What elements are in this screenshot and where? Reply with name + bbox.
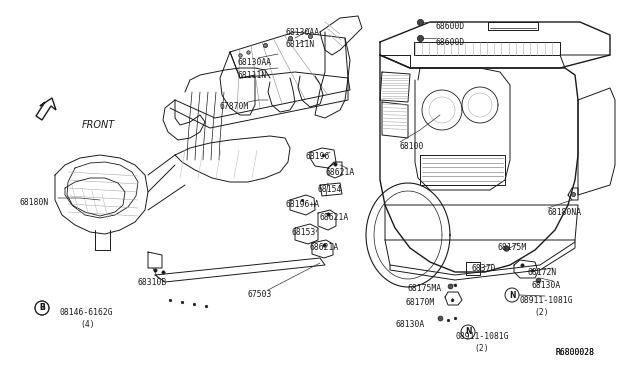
Text: (4): (4) xyxy=(80,320,95,329)
Text: 68196+A: 68196+A xyxy=(286,200,320,209)
Text: 67503: 67503 xyxy=(248,290,273,299)
Text: 68100: 68100 xyxy=(400,142,424,151)
Text: 68130AA: 68130AA xyxy=(238,58,272,67)
Text: (2): (2) xyxy=(534,308,548,317)
Text: 68180N: 68180N xyxy=(20,198,49,207)
Text: 08146-6162G: 08146-6162G xyxy=(60,308,114,317)
Text: 68172N: 68172N xyxy=(528,268,557,277)
Polygon shape xyxy=(36,98,56,120)
Text: 68175M: 68175M xyxy=(497,243,526,252)
Text: R6800028: R6800028 xyxy=(556,348,595,357)
Text: B: B xyxy=(39,304,45,312)
Text: FRONT: FRONT xyxy=(82,120,115,130)
Text: (2): (2) xyxy=(474,344,488,353)
Text: 68600D: 68600D xyxy=(436,38,465,47)
Text: 67870M: 67870M xyxy=(220,102,249,111)
Text: 68175MA: 68175MA xyxy=(408,284,442,293)
Text: 68130A: 68130A xyxy=(395,320,424,329)
Text: 68621A: 68621A xyxy=(320,213,349,222)
Text: 68196: 68196 xyxy=(305,152,330,161)
Text: 68153: 68153 xyxy=(292,228,316,237)
Text: 68111N: 68111N xyxy=(285,40,314,49)
Text: 68600D: 68600D xyxy=(436,22,465,31)
Text: 68130A: 68130A xyxy=(532,281,561,290)
Text: N: N xyxy=(509,291,515,299)
Text: 68370: 68370 xyxy=(471,264,495,273)
Text: 68130AA: 68130AA xyxy=(285,28,319,37)
Text: N: N xyxy=(465,327,471,337)
Text: B: B xyxy=(39,304,45,312)
Text: 68154: 68154 xyxy=(318,185,342,194)
Text: 68180NA: 68180NA xyxy=(548,208,582,217)
Text: 68170M: 68170M xyxy=(405,298,435,307)
Text: 08911-1081G: 08911-1081G xyxy=(520,296,573,305)
Text: 68621A: 68621A xyxy=(310,243,339,252)
Text: 68310B: 68310B xyxy=(138,278,167,287)
Text: 08911-1081G: 08911-1081G xyxy=(456,332,509,341)
Text: 68621A: 68621A xyxy=(326,168,355,177)
Text: R6800028: R6800028 xyxy=(556,348,595,357)
Text: 68111N: 68111N xyxy=(238,71,268,80)
